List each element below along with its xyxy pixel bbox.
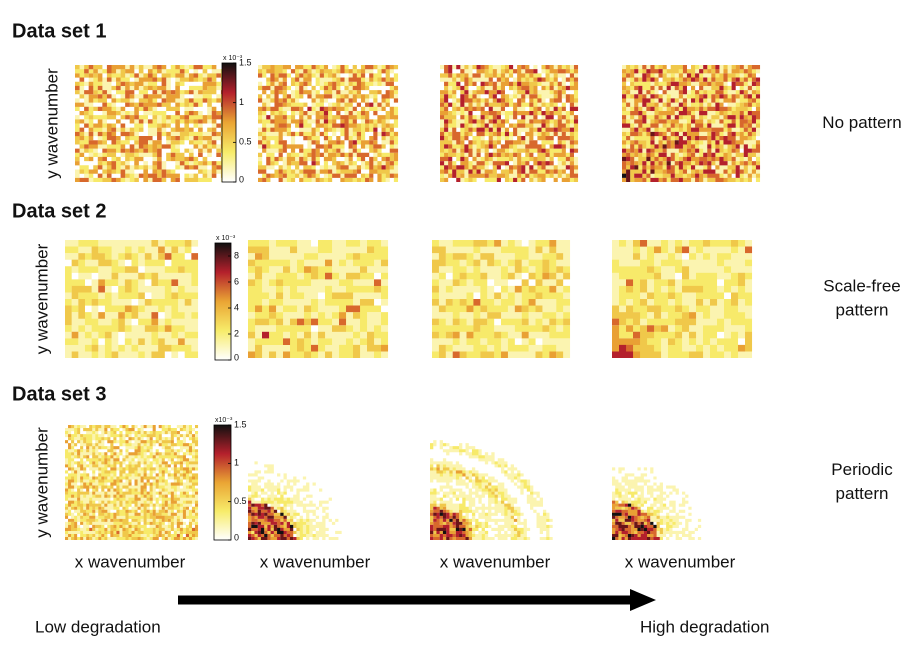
heatmap [622, 65, 761, 183]
heatmap [612, 467, 702, 541]
pattern-label: Periodic [831, 460, 893, 479]
colorbar-scale: x10⁻³ [215, 417, 233, 424]
pattern-label: pattern [836, 484, 889, 503]
colorbar [221, 62, 237, 183]
heatmap-cells [430, 506, 466, 541]
heatmap [65, 240, 199, 359]
colorbar [213, 424, 232, 541]
heatmap [432, 240, 571, 359]
heatmap [248, 240, 389, 359]
colorbar-tick-label: 0.5 [239, 137, 252, 147]
heatmap-cells [440, 65, 579, 183]
heatmap-cells [75, 65, 231, 183]
colorbar-tick-label: 0 [239, 174, 244, 184]
heatmap-cells [65, 425, 199, 541]
colorbar-tick-label: 1 [234, 458, 239, 468]
heatmap-cells [248, 485, 316, 541]
y-axis-label: y wavenumber [42, 68, 61, 179]
heatmap-cells [612, 344, 634, 359]
heatmap-cells [612, 503, 654, 541]
heatmap-cells [440, 65, 579, 183]
heatmap-cells [65, 425, 199, 541]
heatmap-cells [71, 246, 185, 345]
heatmap-cells [622, 65, 761, 183]
heatmap-cells [258, 65, 399, 183]
heatmap-cells [248, 500, 297, 541]
heatmap-cells [430, 464, 521, 538]
heatmap [440, 65, 579, 183]
arrow-start-label: Low degradation [35, 617, 161, 636]
heatmap-cells [439, 512, 466, 534]
colorbar-tick-label: 0 [234, 532, 239, 542]
heatmap-cells [452, 299, 481, 359]
row-title: Data set 2 [12, 200, 107, 222]
x-axis-label: x wavenumber [260, 552, 371, 571]
colorbar-scale: x 10⁻³ [223, 55, 243, 62]
heatmap [248, 461, 342, 541]
heatmap-cells [452, 240, 557, 359]
heatmap-cells [262, 331, 270, 339]
heatmap-cells [251, 512, 294, 538]
y-axis-label: y wavenumber [32, 243, 51, 354]
heatmap-cells [258, 65, 399, 183]
row-title: Data set 3 [12, 383, 107, 405]
heatmap-cells [248, 246, 389, 359]
heatmap [612, 240, 753, 359]
heatmap-cells [612, 467, 702, 541]
x-axis-label: x wavenumber [75, 552, 186, 571]
heatmap-cells [248, 461, 342, 541]
x-axis-label: x wavenumber [625, 552, 736, 571]
heatmap [258, 65, 399, 183]
colorbar-tick-label: 1 [239, 97, 244, 107]
colorbar-tick-label: 8 [234, 250, 239, 260]
heatmap-cells [248, 253, 389, 359]
heatmap-cells [98, 253, 199, 319]
heatmap-cells [622, 65, 761, 183]
heatmap-cells [622, 131, 679, 183]
arrow-head [630, 589, 656, 611]
pattern-label: pattern [836, 300, 889, 319]
colorbar-tick-label: 1.5 [234, 419, 247, 429]
colorbar-tick-label: 0 [234, 352, 239, 362]
colorbar-scale: x 10⁻³ [216, 235, 236, 242]
row-title: Data set 1 [12, 20, 107, 42]
heatmap-cells [622, 173, 627, 178]
colorbar [214, 242, 232, 361]
x-axis-label: x wavenumber [440, 552, 551, 571]
heatmap-cells [248, 503, 294, 541]
colorbar-tick-label: 0.5 [234, 496, 247, 506]
colorbar-tick-label: 1.5 [239, 57, 252, 67]
heatmap-cells [432, 240, 571, 359]
colorbar-tick-label: 2 [234, 328, 239, 338]
y-axis-label: y wavenumber [32, 427, 51, 538]
heatmap-cells [248, 506, 291, 541]
heatmap-cells [430, 509, 469, 541]
heatmap-cells [258, 65, 399, 183]
heatmap-cells [75, 65, 231, 183]
heatmap-cells [612, 515, 651, 541]
colorbar-tick-label: 4 [234, 302, 239, 312]
heatmap-cells [440, 65, 579, 183]
heatmap-cells [440, 65, 579, 183]
heatmap [75, 65, 231, 183]
heatmap-cells [248, 240, 389, 359]
heatmap-cells [612, 503, 657, 541]
colorbar-tick-label: 6 [234, 276, 239, 286]
heatmap [65, 425, 199, 541]
heatmap-cells [430, 440, 553, 541]
heatmap-cells [622, 65, 761, 183]
arrow-end-label: High degradation [640, 617, 769, 636]
pattern-label: No pattern [822, 113, 901, 132]
heatmap-cells [615, 488, 676, 541]
heatmap-cells [430, 506, 473, 541]
pattern-label: Scale-free [823, 276, 900, 295]
heatmap [430, 440, 553, 541]
